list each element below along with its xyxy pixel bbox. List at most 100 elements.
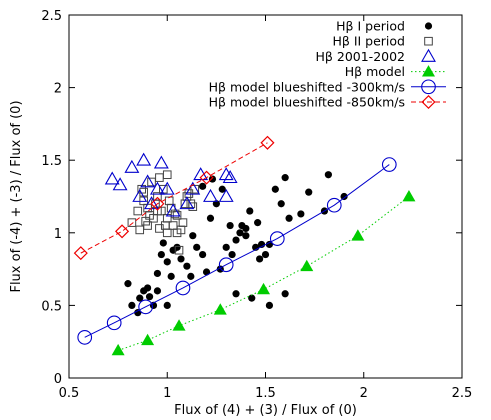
y-tick-label: 0.5 <box>41 299 62 314</box>
data-point <box>186 199 196 209</box>
data-point <box>242 224 250 233</box>
data-point <box>281 174 289 182</box>
data-point <box>138 299 153 315</box>
data-point <box>256 255 264 263</box>
data-point <box>226 221 234 230</box>
data-point <box>135 225 145 235</box>
legend-marker <box>421 94 436 110</box>
data-point <box>128 301 136 309</box>
data-point <box>199 250 207 259</box>
legend-marker <box>424 36 433 46</box>
data-point <box>232 290 240 298</box>
legend-label: Hβ 2001-2002 <box>316 49 405 64</box>
data-point <box>163 301 171 309</box>
data-point <box>127 218 137 227</box>
data-point <box>178 218 188 227</box>
data-point <box>305 188 313 196</box>
data-layer <box>73 135 416 356</box>
data-point <box>202 268 211 276</box>
data-point <box>177 255 185 263</box>
x-tick-label: 0.5 <box>59 386 80 401</box>
data-point <box>212 200 220 208</box>
legend-item-0: Hβ I period <box>336 19 433 34</box>
legend-item-3: Hβ model <box>345 64 446 79</box>
x-tick-label: 1.5 <box>255 386 276 401</box>
data-point <box>381 157 397 172</box>
data-point <box>153 269 162 278</box>
data-point <box>168 221 178 230</box>
y-axis-title: Flux of (-4) + (-3) / Flux of (0) <box>9 100 24 292</box>
data-point <box>242 232 250 240</box>
data-point <box>185 181 201 195</box>
series-5 <box>73 135 275 261</box>
legend-label: Hβ I period <box>336 19 405 34</box>
data-point <box>162 170 172 180</box>
data-point <box>155 224 164 233</box>
data-point <box>157 250 165 259</box>
data-point <box>232 236 240 244</box>
data-point <box>189 232 197 240</box>
series-0 <box>124 171 348 317</box>
data-point <box>269 231 285 246</box>
data-point <box>188 202 198 211</box>
data-point <box>141 333 155 346</box>
data-point <box>402 190 416 202</box>
data-point <box>153 155 169 169</box>
data-point <box>351 229 365 241</box>
data-point <box>149 181 165 195</box>
data-point <box>187 272 195 280</box>
data-point <box>281 290 289 298</box>
data-point <box>106 315 122 331</box>
data-point <box>147 177 156 187</box>
data-point <box>236 229 244 237</box>
data-point <box>77 329 93 345</box>
data-point <box>228 250 236 259</box>
data-point <box>175 280 191 296</box>
data-point <box>124 280 132 288</box>
data-point <box>174 245 184 255</box>
series-line <box>80 142 268 254</box>
legend-label: Hβ model blueshifted -300km/s <box>209 79 405 94</box>
legend-item-4: Hβ model blueshifted -300km/s <box>209 79 446 94</box>
data-point <box>300 259 314 272</box>
x-tick-label: 2 <box>360 386 368 401</box>
series-line <box>84 164 390 338</box>
y-tick-label: 1 <box>54 227 62 242</box>
data-point <box>222 243 230 251</box>
data-point <box>165 203 181 217</box>
data-point <box>143 221 152 230</box>
data-point <box>136 294 144 302</box>
data-point <box>271 185 279 193</box>
data-point <box>124 159 140 173</box>
legend-item-1: Hβ II period <box>332 34 433 49</box>
data-point <box>133 206 143 216</box>
data-point <box>277 200 285 208</box>
legend-marker <box>424 22 433 30</box>
data-point <box>132 188 148 202</box>
data-point <box>340 192 348 201</box>
legend-marker <box>421 79 436 95</box>
data-point <box>218 185 226 193</box>
data-point <box>153 287 162 295</box>
data-point <box>159 181 175 195</box>
data-point <box>159 239 167 247</box>
data-point <box>73 246 88 261</box>
data-point <box>150 196 165 211</box>
data-point <box>183 262 191 270</box>
data-point <box>144 284 152 292</box>
data-point <box>155 173 164 182</box>
data-point <box>206 214 215 222</box>
legend-label: Hβ model <box>345 64 405 79</box>
data-point <box>162 228 172 238</box>
data-point <box>172 319 186 331</box>
legend-item-5: Hβ model blueshifted -850km/s <box>209 95 446 110</box>
data-point <box>163 258 171 266</box>
x-tick-label: 2.5 <box>452 386 473 401</box>
data-point <box>140 174 156 188</box>
data-point <box>324 171 332 179</box>
data-point <box>254 219 262 227</box>
